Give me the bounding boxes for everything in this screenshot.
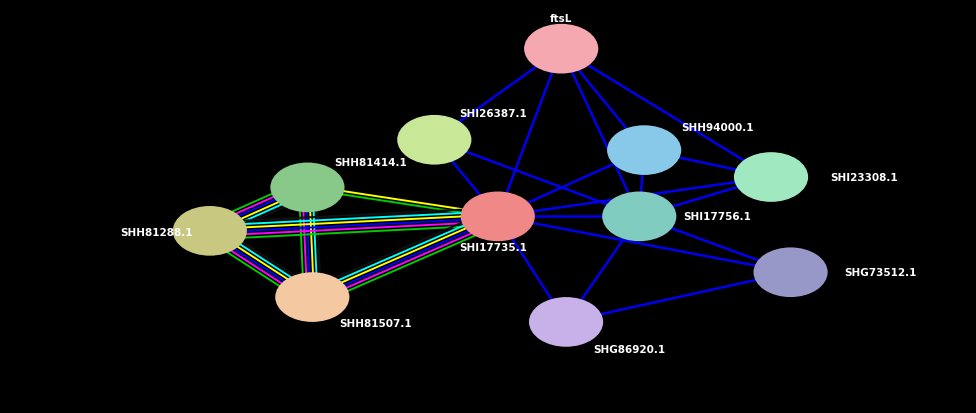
Text: SHI17756.1: SHI17756.1 bbox=[683, 212, 752, 222]
Text: SHH81507.1: SHH81507.1 bbox=[340, 318, 412, 328]
Ellipse shape bbox=[270, 163, 345, 213]
Ellipse shape bbox=[275, 273, 349, 322]
Ellipse shape bbox=[529, 297, 603, 347]
Ellipse shape bbox=[524, 25, 598, 74]
Text: SHH81288.1: SHH81288.1 bbox=[120, 227, 192, 237]
Ellipse shape bbox=[607, 126, 681, 176]
Ellipse shape bbox=[602, 192, 676, 242]
Text: SHH94000.1: SHH94000.1 bbox=[681, 123, 753, 133]
Text: SHI23308.1: SHI23308.1 bbox=[830, 173, 898, 183]
Ellipse shape bbox=[397, 116, 471, 165]
Text: ftsL: ftsL bbox=[550, 14, 572, 24]
Ellipse shape bbox=[753, 248, 828, 297]
Ellipse shape bbox=[173, 206, 247, 256]
Text: SHG73512.1: SHG73512.1 bbox=[844, 268, 916, 278]
Ellipse shape bbox=[734, 153, 808, 202]
Text: SHI17735.1: SHI17735.1 bbox=[459, 243, 527, 253]
Text: SHG86920.1: SHG86920.1 bbox=[593, 344, 666, 354]
Text: SHH81414.1: SHH81414.1 bbox=[335, 157, 407, 167]
Text: SHI26387.1: SHI26387.1 bbox=[459, 109, 527, 119]
Ellipse shape bbox=[461, 192, 535, 242]
